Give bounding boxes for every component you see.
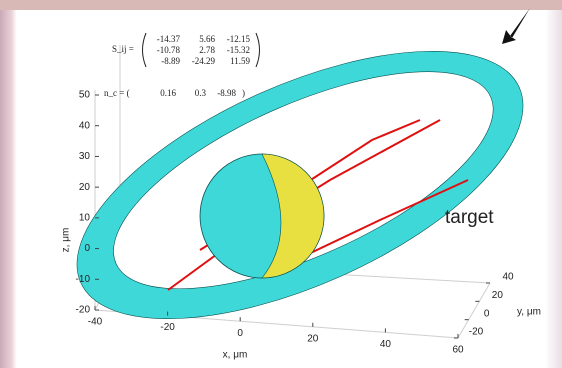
z-tick-label: -20: [76, 305, 91, 316]
z-axis-label: z, μm: [61, 228, 72, 253]
figure: -20-1001020304050-40-200204060-2002040 z…: [0, 0, 562, 368]
matrix: -14.37 5.66 -12.15 -10.78 2.78 -15.32 -8.89 -24…: [157, 34, 251, 66]
x-axis-label: x, μm: [223, 350, 248, 361]
pointer-arrow: [502, 8, 530, 44]
chart: -20-1001020304050-40-200204060-2002040 z…: [0, 0, 562, 368]
matrix-cell: 2.78: [199, 45, 215, 55]
y-axis-label: y, μm: [517, 307, 541, 318]
matrix-cell: -8.89: [161, 56, 180, 66]
y-tick-label: 20: [492, 290, 504, 301]
vector-cell: 0.16: [160, 88, 176, 98]
top-band: [0, 0, 562, 10]
x-tick-label: 60: [452, 345, 464, 356]
matrix-cell: 5.66: [199, 34, 215, 44]
x-tick-label: 40: [380, 339, 392, 350]
vector-label: n_c = (: [104, 88, 130, 98]
z-tick-label: 10: [79, 212, 91, 223]
z-tick-label: -10: [76, 274, 91, 285]
x-tick-label: -40: [88, 317, 103, 328]
matrix-cell: -24.29: [192, 56, 216, 66]
annotation: target: [445, 207, 494, 228]
z-tick-label: 20: [79, 182, 91, 193]
vector-close: ): [242, 88, 245, 98]
vector-cell: -8.98: [217, 88, 236, 98]
matrix-cell: 11.59: [230, 56, 250, 66]
matrix-cell: -12.15: [227, 34, 251, 44]
matrix-label: S_ij =: [112, 44, 134, 54]
z-tick-label: 0: [84, 243, 90, 254]
matrix-cell: -14.37: [157, 34, 181, 44]
matrix-cell: -10.78: [157, 45, 181, 55]
x-tick-label: 20: [307, 333, 319, 344]
x-tick-label: 0: [237, 328, 243, 339]
z-tick-label: 40: [79, 120, 91, 131]
matrix-cell: -15.32: [227, 45, 250, 55]
vector-cell: 0.3: [195, 88, 207, 98]
y-tick-label: -20: [469, 327, 484, 338]
y-tick-label: 0: [484, 308, 490, 319]
target-sphere: [200, 154, 324, 278]
x-tick-label: -20: [160, 322, 175, 333]
z-tick-label: 50: [79, 90, 91, 101]
vector: 0.16 0.3 -8.98): [160, 88, 245, 98]
z-tick-label: 30: [79, 151, 91, 162]
y-tick-label: 40: [502, 272, 514, 283]
